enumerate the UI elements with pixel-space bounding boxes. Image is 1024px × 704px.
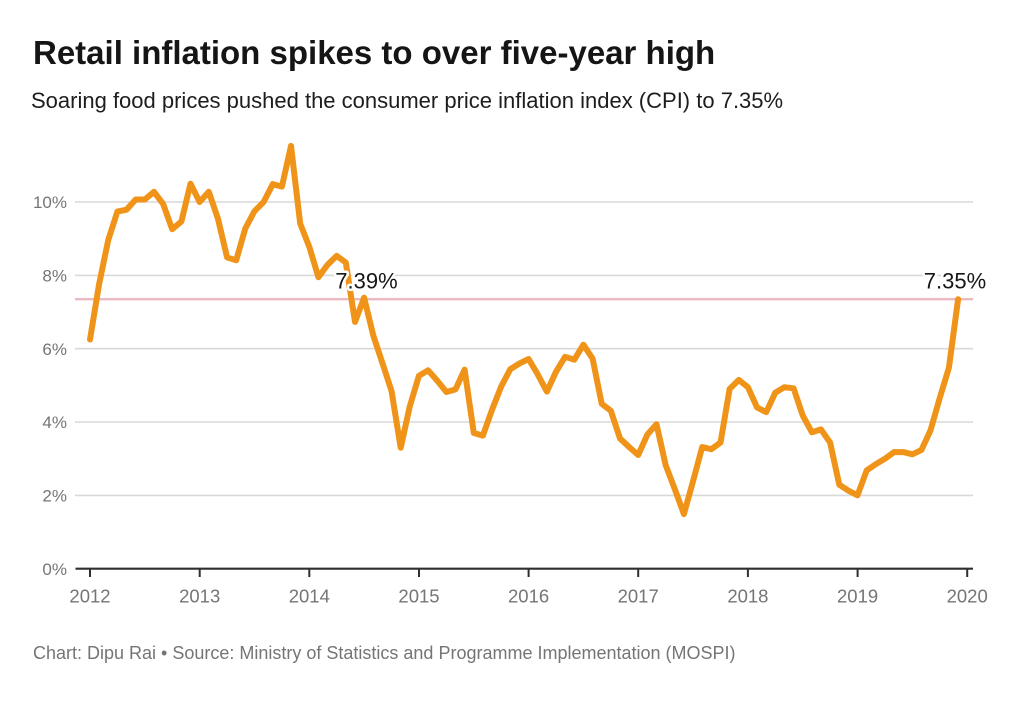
svg-text:10%: 10% — [33, 193, 67, 212]
svg-text:4%: 4% — [42, 413, 67, 432]
svg-text:2%: 2% — [42, 487, 67, 506]
svg-text:2013: 2013 — [179, 586, 220, 607]
svg-text:2019: 2019 — [837, 586, 878, 607]
svg-text:2020: 2020 — [947, 586, 988, 607]
svg-text:2018: 2018 — [727, 586, 768, 607]
svg-text:2016: 2016 — [508, 586, 549, 607]
svg-text:7.35%: 7.35% — [924, 269, 986, 294]
svg-text:7.39%: 7.39% — [335, 269, 397, 294]
svg-text:2012: 2012 — [69, 586, 110, 607]
svg-text:2014: 2014 — [289, 586, 330, 607]
svg-text:2015: 2015 — [398, 586, 439, 607]
svg-text:0%: 0% — [42, 560, 67, 579]
svg-text:6%: 6% — [42, 340, 67, 359]
svg-text:8%: 8% — [42, 267, 67, 286]
svg-text:2017: 2017 — [618, 586, 659, 607]
